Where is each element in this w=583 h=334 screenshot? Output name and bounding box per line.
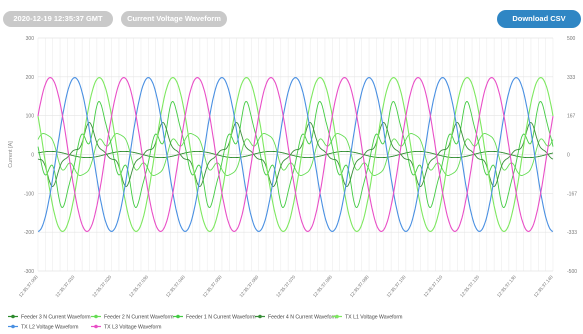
x-tick-label: 12:35:37.070 xyxy=(275,274,296,298)
legend-swatch-marker xyxy=(11,324,15,329)
y-right-tick-label: -500 xyxy=(567,269,577,275)
y-right-tick-label: 500 xyxy=(567,36,576,42)
y-left-tick-label: -100 xyxy=(24,191,34,197)
y-left-tick-label: -200 xyxy=(24,230,34,236)
y-right-tick-label: 167 xyxy=(567,114,576,120)
x-tick-label: 12:35:37.020 xyxy=(91,274,112,298)
download-csv-button[interactable]: Download CSV xyxy=(497,10,581,28)
legend-swatch-marker xyxy=(11,314,15,319)
legend-swatch-marker xyxy=(335,314,339,319)
y-axis-label: Current [A] xyxy=(8,141,14,168)
y-right-tick-label: 0 xyxy=(567,153,570,159)
series-line-7 xyxy=(37,77,554,232)
x-tick-label: 12:35:37.120 xyxy=(459,274,480,298)
y-left-tick-label: 300 xyxy=(26,36,35,42)
legend-label: Feeder 2 N Current Waveform xyxy=(104,315,174,321)
timestamp-badge: 2020-12-19 12:35:37 GMT xyxy=(3,11,113,27)
grid-lines xyxy=(37,37,554,272)
x-tick-label: 12:35:37.000 xyxy=(18,274,39,298)
legend-swatch-marker xyxy=(94,314,98,319)
x-tick-label: 12:35:37.030 xyxy=(128,274,149,298)
legend-label: Feeder 3 N Current Waveform xyxy=(21,315,91,321)
legend-label: Feeder 4 N Current Waveform xyxy=(268,315,338,321)
y-left-tick-label: 0 xyxy=(31,153,34,159)
x-tick-label: 12:35:37.130 xyxy=(496,274,517,298)
y-left-tick-label: -300 xyxy=(24,269,34,275)
legend-swatch-marker xyxy=(176,314,180,319)
legend-label: TX L3 Voltage Waveform xyxy=(104,325,161,331)
x-tick-label: 12:35:37.110 xyxy=(423,274,444,298)
x-tick-label: 12:35:37.010 xyxy=(54,274,75,298)
legend-label: TX L1 Voltage Waveform xyxy=(345,315,402,321)
y-left-tick-label: 200 xyxy=(26,75,35,81)
y-right-tick-label: -167 xyxy=(567,191,577,197)
series-line-4 xyxy=(37,121,554,188)
x-tick-label: 12:35:37.080 xyxy=(312,274,333,298)
y-right-tick-label: -333 xyxy=(567,230,577,236)
series-lines xyxy=(37,77,554,232)
y-right-tick-label: 333 xyxy=(567,75,576,81)
x-tick-label: 12:35:37.090 xyxy=(349,274,370,298)
series-line-1 xyxy=(37,150,554,159)
legend-swatch-marker xyxy=(94,324,98,329)
legend-label: Feeder 1 N Current Waveform xyxy=(186,315,256,321)
x-tick-label: 12:35:37.140 xyxy=(533,274,554,298)
series-line-3 xyxy=(37,100,554,209)
x-tick-label: 12:35:37.040 xyxy=(165,274,186,298)
x-tick-label: 12:35:37.050 xyxy=(202,274,223,298)
x-tick-label: 12:35:37.060 xyxy=(238,274,259,298)
legend-swatch-marker xyxy=(258,314,262,319)
x-tick-label: 12:35:37.100 xyxy=(386,274,407,298)
legend-label: TX L2 Voltage Waveform xyxy=(21,325,78,331)
legend: Feeder 3 N Current Waveform Feeder 2 N Cu… xyxy=(8,315,402,331)
view-title-badge: Current Voltage Waveform xyxy=(121,11,227,27)
series-line-2 xyxy=(37,133,554,176)
y-left-tick-label: 100 xyxy=(26,114,35,120)
